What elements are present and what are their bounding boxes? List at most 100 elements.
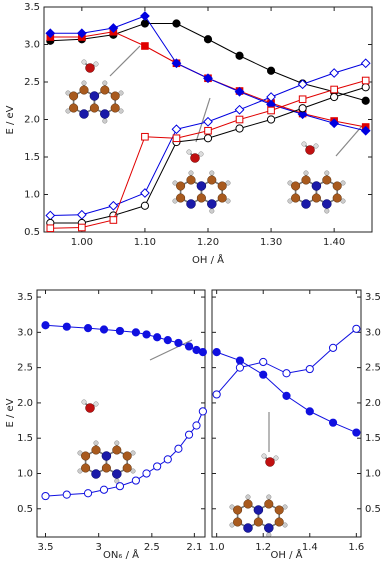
marker	[192, 421, 201, 430]
x-tick-label: 1.20	[197, 237, 219, 248]
marker	[46, 224, 55, 233]
marker	[267, 106, 275, 115]
marker	[352, 428, 361, 437]
marker	[174, 338, 183, 348]
x-tick-label: 1.30	[260, 237, 282, 248]
marker	[360, 58, 371, 69]
y-tick-label: 3.0	[24, 40, 40, 51]
y-tick-label: 2.0	[24, 115, 40, 126]
marker	[329, 68, 340, 78]
marker	[99, 485, 109, 494]
marker	[141, 132, 149, 141]
panel: 1.0 1.2 1.4 1.6 0.5 1.0 1.5 2.0 2.5 3.0 3.5 OH / Å	[209, 289, 381, 561]
panel: 1.00 1.10 1.20 1.30 1.40 0.5 1.0 1.5 2.0 2.5 3.0 3.…	[5, 2, 373, 266]
marker	[282, 391, 291, 400]
marker	[109, 216, 118, 224]
marker	[266, 92, 276, 102]
marker	[142, 469, 151, 478]
x-tick-label: 1.40	[323, 237, 345, 248]
marker	[76, 28, 87, 39]
marker	[203, 116, 213, 127]
y-tick-label: 3.0	[17, 327, 33, 338]
marker	[298, 104, 307, 113]
marker	[361, 76, 370, 85]
marker	[62, 322, 71, 331]
marker	[99, 325, 109, 334]
water	[80, 58, 100, 74]
x-tick-label: 3.5	[38, 542, 54, 553]
x-tick-label: 1.4	[302, 542, 318, 553]
marker	[142, 330, 151, 339]
marker	[305, 407, 314, 416]
x-tick-label: 2.5	[144, 542, 160, 553]
marker	[212, 390, 221, 399]
marker	[235, 51, 244, 60]
y-tick-label: 3.0	[365, 327, 381, 338]
y-tick-label: 1.5	[365, 433, 381, 444]
marker	[41, 321, 50, 330]
x-tick-label: 1.00	[71, 237, 93, 248]
marker	[328, 418, 338, 427]
marker	[184, 342, 194, 351]
marker	[115, 482, 125, 491]
marker	[174, 444, 183, 453]
panel: 3.5 3 2.5 2.1 0.5 1.0 1.5 2.0 2.5 3.0 3.5 ON₆ / Å E …	[5, 289, 207, 561]
y-tick-label: 1.5	[17, 433, 33, 444]
marker	[140, 188, 150, 198]
marker	[234, 86, 245, 97]
y-tick-label: 1.5	[24, 152, 40, 163]
water	[80, 398, 100, 414]
marker	[108, 23, 119, 33]
marker	[297, 109, 308, 120]
marker	[235, 356, 245, 365]
marker	[259, 370, 268, 379]
y-tick-label: 0.5	[24, 227, 40, 238]
marker	[329, 118, 340, 129]
marker	[235, 363, 245, 372]
marker	[78, 223, 86, 232]
marker	[153, 462, 162, 471]
marker	[41, 491, 50, 501]
x-axis-label: OH / Å	[271, 548, 303, 561]
y-tick-label: 2.5	[24, 77, 40, 88]
marker	[203, 73, 213, 84]
y-tick-label: 2.5	[365, 363, 381, 374]
marker	[330, 85, 338, 94]
plot-frame	[211, 289, 362, 538]
marker	[204, 126, 212, 135]
marker	[131, 476, 140, 485]
marker	[266, 115, 276, 124]
marker	[140, 11, 150, 21]
insets	[64, 45, 363, 539]
y-tick-label: 3.5	[365, 292, 381, 303]
y-axis-label: E / eV	[5, 398, 16, 427]
x-tick-label: 1.10	[134, 237, 156, 248]
marker	[172, 134, 181, 143]
molecule	[228, 493, 289, 539]
marker	[171, 124, 182, 135]
molecule	[171, 169, 232, 215]
x-tick-label: 1.0	[209, 542, 225, 553]
x-axis-label: ON₆ / Å	[103, 548, 139, 561]
marker	[140, 19, 150, 28]
marker	[83, 489, 93, 498]
marker	[198, 407, 207, 416]
marker	[131, 328, 140, 337]
marker	[266, 66, 276, 75]
arrow	[335, 125, 363, 157]
y-tick-label: 2.0	[17, 398, 33, 409]
y-tick-label: 3.5	[24, 2, 40, 13]
marker	[259, 357, 268, 367]
marker	[212, 348, 221, 357]
marker	[298, 95, 307, 104]
marker	[234, 104, 245, 115]
arrow	[149, 339, 193, 361]
y-tick-label: 2.5	[17, 363, 33, 374]
molecule	[76, 439, 137, 485]
water	[300, 140, 320, 156]
marker	[328, 343, 338, 352]
marker	[171, 58, 182, 69]
marker	[235, 115, 244, 124]
marker	[172, 19, 181, 28]
water	[260, 452, 280, 468]
